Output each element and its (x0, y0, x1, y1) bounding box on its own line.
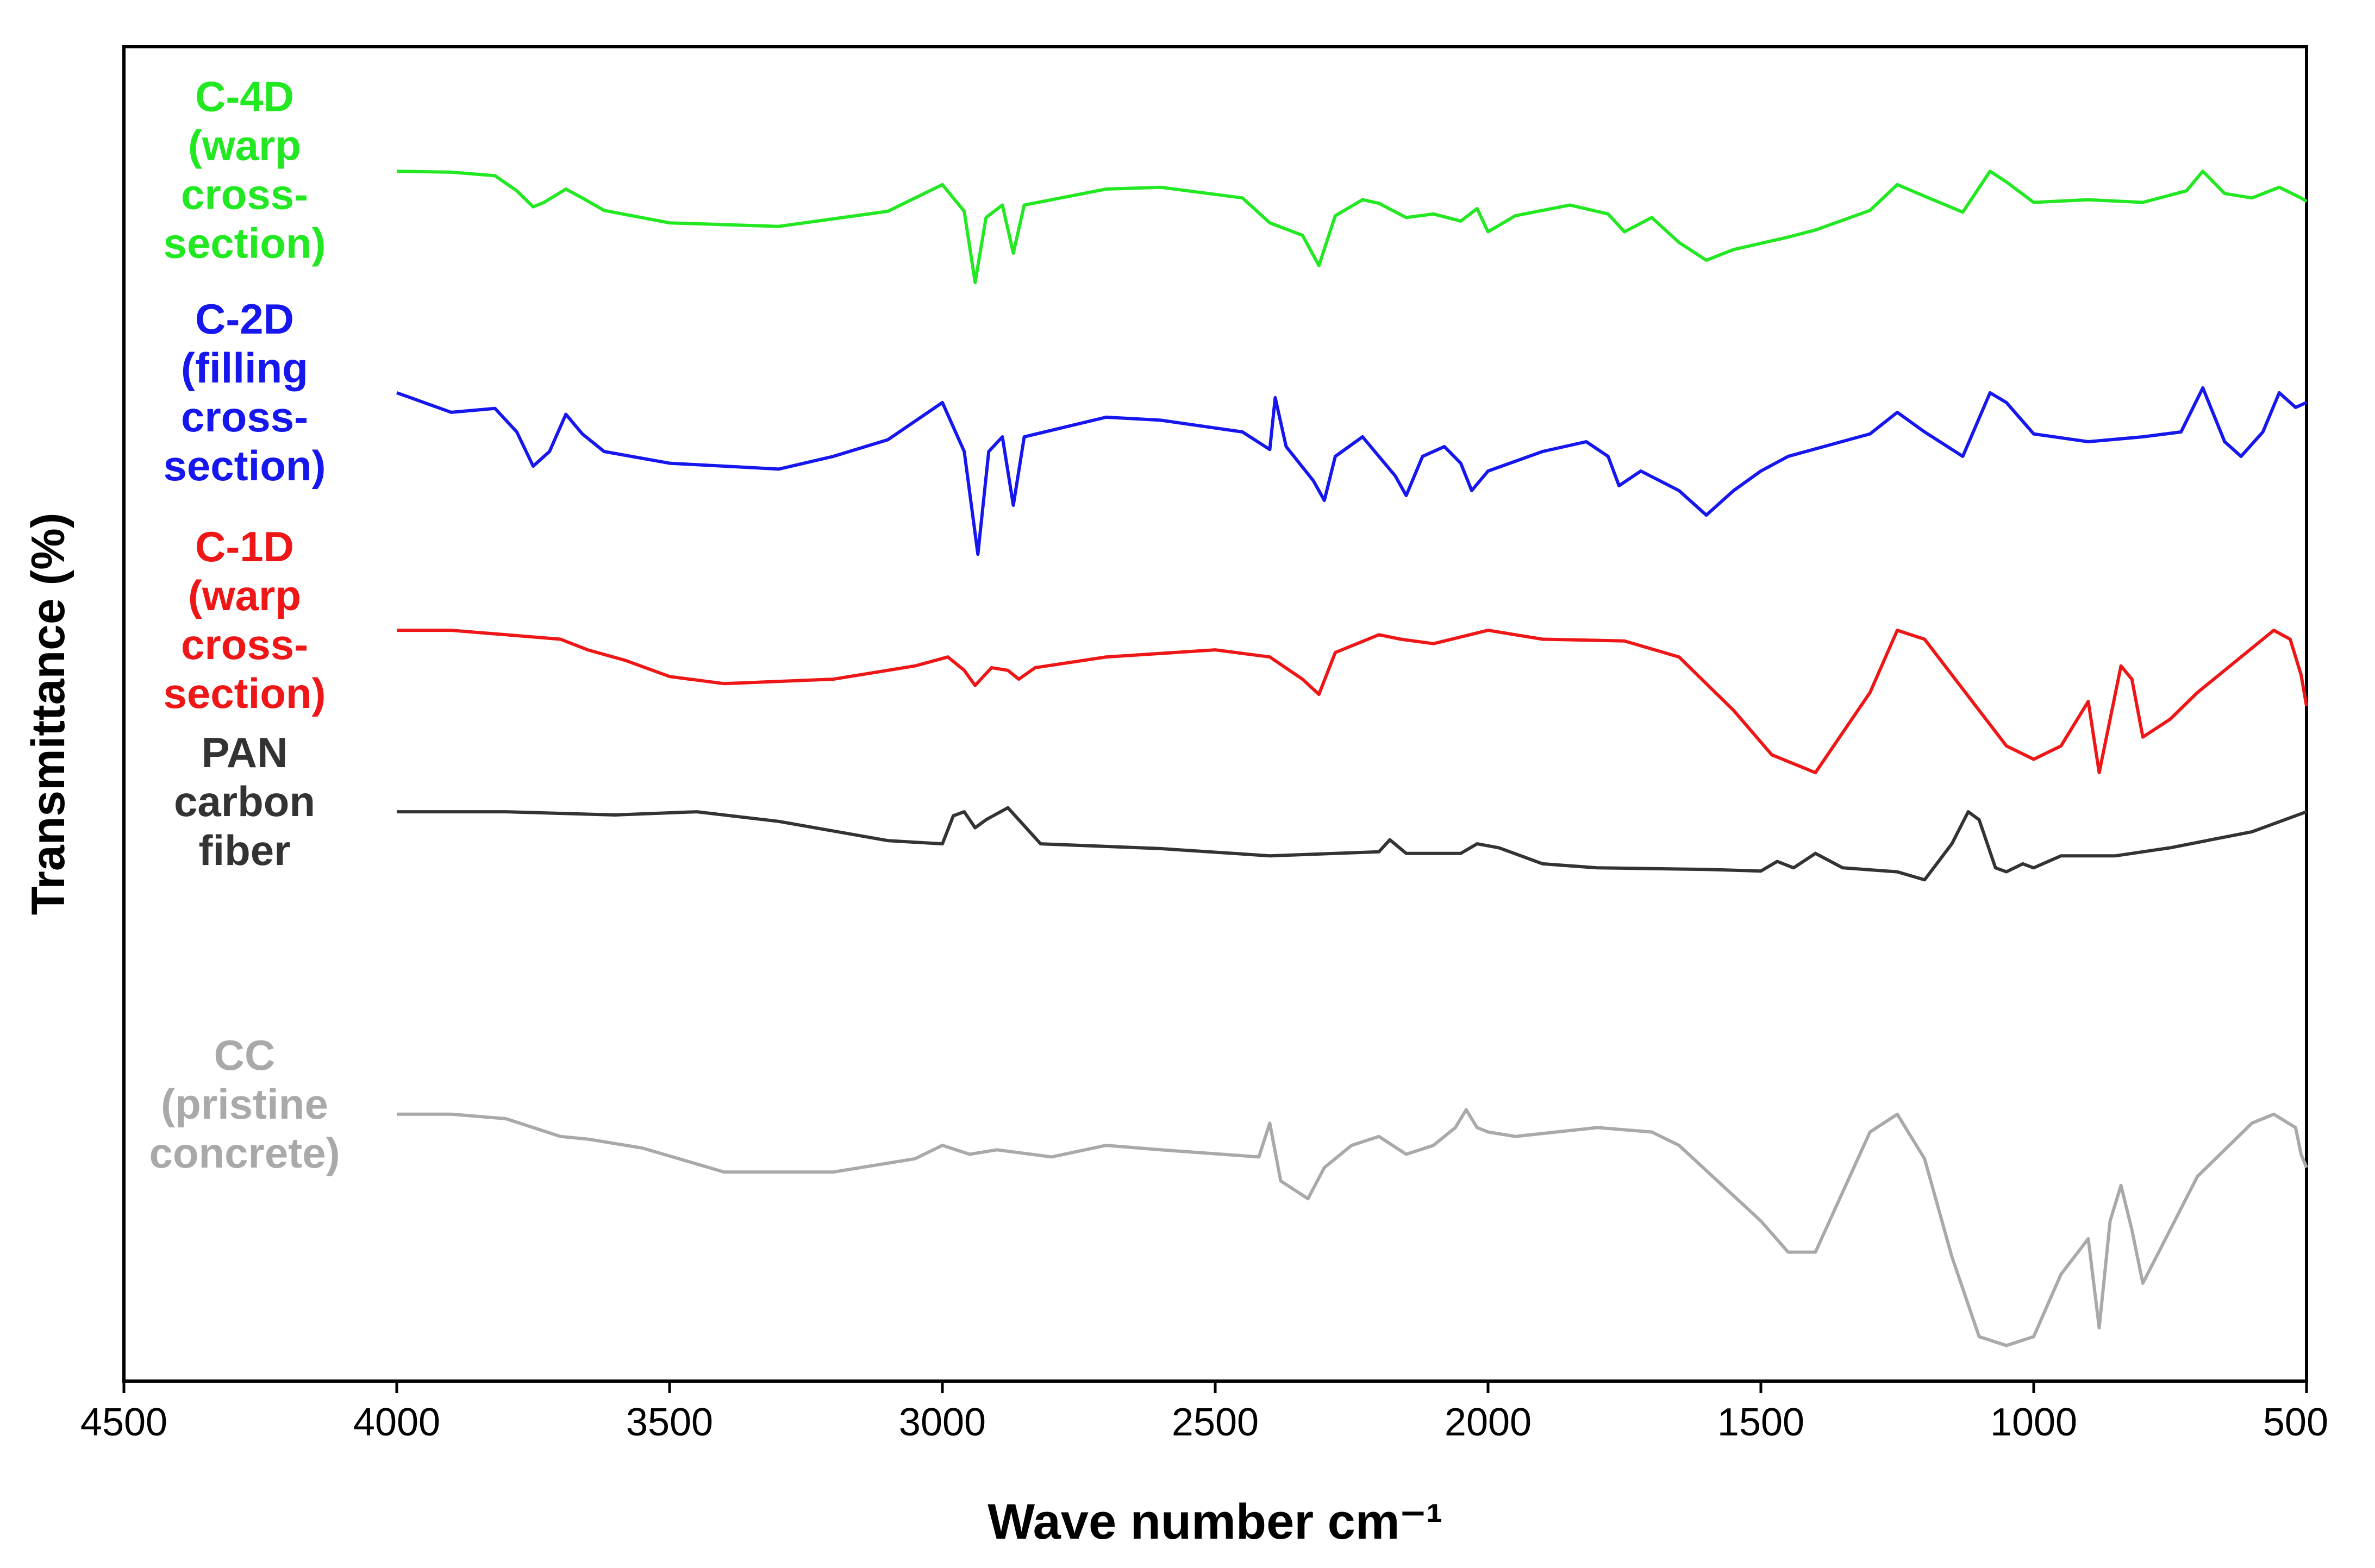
x-axis-title: Wave number cm⁻¹ (988, 1494, 1443, 1550)
x-tick-label: 1000 (1990, 1401, 2077, 1444)
series-label-line: carbon (174, 777, 315, 825)
y-axis-title: Transmittance (%) (22, 513, 74, 915)
series-label-line: C-1D (195, 523, 294, 570)
series-label-line: (warp (188, 122, 301, 170)
series-line (397, 1108, 2308, 1347)
series-label-line: cross- (181, 393, 308, 441)
series-labels: C-4D (warp cross-section)C-2D (filling cross… (149, 73, 340, 1177)
x-tick-label: 3500 (626, 1401, 713, 1444)
series-label-line: PAN (202, 729, 288, 776)
series-label-line: section) (163, 219, 326, 267)
series-label-line: fiber (198, 826, 290, 874)
series-label-line: (warp (188, 572, 301, 619)
series-label-line: concrete) (149, 1129, 340, 1177)
series-label-line: (filling (181, 344, 308, 392)
series-label-line: section) (163, 442, 326, 490)
plot-frame (122, 45, 2308, 1383)
x-tick-label: 4500 (80, 1401, 167, 1444)
series-label-line: (pristine (161, 1080, 328, 1128)
x-tick-label: 2000 (1445, 1401, 1532, 1444)
series-label: C-4D (warp cross-section) (163, 73, 326, 267)
series-line (396, 170, 2308, 284)
series-group (396, 170, 2308, 1347)
x-tick-label: 500 (2263, 1401, 2328, 1444)
series-label-line: cross- (181, 171, 308, 218)
series-label: C-2D (filling cross-section) (163, 295, 326, 490)
series-line (397, 806, 2308, 882)
series-line (396, 386, 2308, 556)
series-label: PAN carbon fiber (174, 729, 315, 874)
x-tick-label: 4000 (353, 1401, 440, 1444)
series-label-line: CC (214, 1031, 276, 1079)
x-tick-label: 2500 (1172, 1401, 1259, 1444)
x-tick-label: 3000 (899, 1401, 986, 1444)
series-label-line: cross- (181, 620, 308, 668)
series-label: C-1D (warp cross-section) (163, 523, 326, 717)
series-label-line: C-2D (195, 295, 294, 343)
series-label-line: C-4D (195, 73, 294, 121)
series-label: CC (pristine concrete) (149, 1031, 340, 1177)
series-label-line: section) (163, 669, 326, 717)
x-axis: 4500 4000 3500 3000 2500 2000 1500 1000 500 (80, 1381, 2328, 1444)
series-line (397, 629, 2308, 775)
x-tick-label: 1500 (1717, 1401, 1804, 1444)
